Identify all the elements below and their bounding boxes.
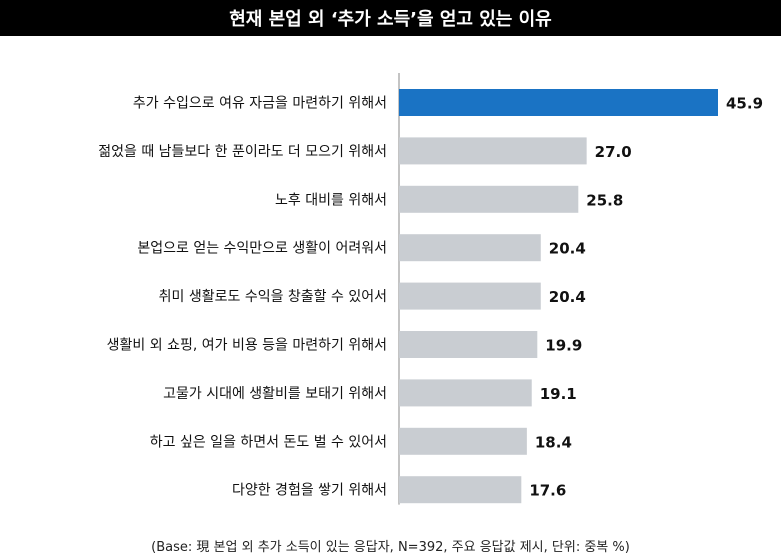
category-label: 추가 수입으로 여유 자금을 마련하기 위해서 — [133, 96, 387, 112]
bar — [399, 331, 538, 358]
bar — [399, 185, 579, 213]
value-label: 19.9 — [545, 337, 582, 355]
bar — [399, 137, 587, 165]
bar — [399, 379, 532, 407]
value-label: 27.0 — [595, 143, 632, 161]
value-label: 20.4 — [549, 240, 586, 258]
value-label: 17.6 — [529, 482, 566, 500]
category-label: 다양한 경험을 쌓기 위해서 — [232, 483, 387, 499]
bar — [399, 476, 522, 504]
bar — [399, 234, 541, 262]
value-label: 18.4 — [535, 433, 572, 451]
bar — [399, 427, 527, 455]
value-label: 20.4 — [549, 288, 586, 306]
category-label: 본업으로 얻는 수익만으로 생활이 어려워서 — [137, 241, 387, 257]
category-label: 취미 생활로도 수익을 창출할 수 있어서 — [159, 289, 387, 305]
category-label: 젊었을 때 남들보다 한 푼이라도 더 모으기 위해서 — [98, 144, 387, 160]
category-label: 하고 싶은 일을 하면서 돈도 벌 수 있어서 — [150, 434, 387, 450]
category-label: 노후 대비를 위해서 — [275, 192, 387, 208]
bar — [399, 89, 718, 116]
category-label: 고물가 시대에 생활비를 보태기 위해서 — [163, 386, 387, 402]
value-label: 19.1 — [540, 385, 577, 403]
bar — [399, 282, 541, 310]
category-label: 생활비 외 쇼핑, 여가 비용 등을 마련하기 위해서 — [107, 338, 387, 354]
chart-footnote: (Base: 現 본업 외 추가 소득이 있는 응답자, N=392, 주요 응… — [151, 540, 630, 555]
value-label: 45.9 — [726, 95, 763, 113]
value-label: 25.8 — [586, 191, 623, 209]
chart-title: 현재 본업 외 ‘추가 소득’을 얻고 있는 이유 — [0, 0, 781, 36]
